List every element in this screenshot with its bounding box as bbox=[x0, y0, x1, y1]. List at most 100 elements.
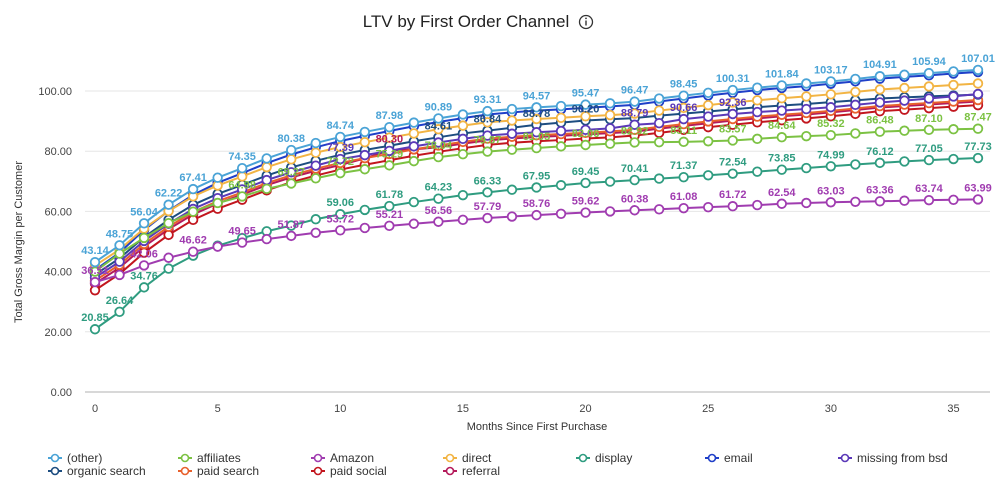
data-label: 96.47 bbox=[621, 85, 649, 97]
x-tick-label: 35 bbox=[947, 403, 959, 415]
data-point bbox=[384, 121, 395, 133]
data-point bbox=[286, 144, 297, 156]
data-point bbox=[874, 157, 886, 169]
legend-circle-marker bbox=[445, 466, 455, 476]
data-label: 92.36 bbox=[719, 97, 747, 109]
data-point bbox=[653, 136, 665, 148]
data-point bbox=[850, 73, 861, 85]
data-point bbox=[138, 232, 150, 244]
data-label: 20.85 bbox=[81, 312, 109, 324]
series--other- bbox=[89, 64, 984, 268]
legend-circle-marker bbox=[50, 453, 60, 463]
data-label: 71.37 bbox=[670, 160, 698, 172]
data-label: 93.31 bbox=[474, 94, 502, 106]
data-label: 77.39 bbox=[327, 142, 355, 154]
data-point bbox=[555, 180, 567, 191]
data-point bbox=[972, 78, 984, 89]
data-point bbox=[114, 269, 125, 281]
data-label: 58.76 bbox=[523, 198, 551, 210]
legend-item[interactable]: direct bbox=[443, 451, 492, 465]
data-point bbox=[580, 99, 591, 110]
data-label: 80.38 bbox=[277, 133, 305, 145]
data-point bbox=[678, 102, 689, 114]
data-point bbox=[948, 153, 959, 165]
data-label: 61.08 bbox=[670, 191, 698, 203]
chart-title: LTV by First Order Channel bbox=[363, 12, 570, 31]
data-point bbox=[531, 127, 542, 138]
legend-item[interactable]: paid social bbox=[311, 464, 387, 478]
data-label: 76.12 bbox=[866, 146, 894, 158]
legend-item[interactable]: display bbox=[576, 451, 632, 465]
data-label: 53.72 bbox=[327, 213, 355, 225]
data-label: 66.33 bbox=[474, 175, 502, 187]
data-point bbox=[384, 132, 395, 143]
data-point bbox=[261, 174, 272, 186]
info-icon[interactable] bbox=[578, 14, 594, 30]
data-point bbox=[776, 93, 787, 104]
data-point bbox=[899, 156, 910, 167]
data-point bbox=[335, 209, 346, 220]
legend-item[interactable]: missing from bsd bbox=[838, 451, 948, 465]
data-label: 79.87 bbox=[474, 135, 502, 147]
series-missing-from-bsd bbox=[89, 88, 984, 283]
data-point bbox=[408, 117, 420, 128]
data-point bbox=[457, 133, 469, 145]
legend-item[interactable]: organic search bbox=[48, 464, 146, 478]
data-label: 74.35 bbox=[228, 151, 256, 163]
data-point bbox=[433, 124, 444, 135]
legend-item[interactable]: referral bbox=[443, 464, 500, 478]
data-point bbox=[923, 124, 935, 136]
x-axis-ticks: 0 5 10 15 20 25 30 35 bbox=[92, 403, 960, 415]
data-point bbox=[482, 212, 493, 224]
data-point bbox=[408, 128, 420, 139]
data-point bbox=[702, 170, 714, 181]
legend-item[interactable]: paid search bbox=[178, 464, 259, 478]
data-point bbox=[506, 184, 518, 195]
data-point bbox=[506, 211, 518, 222]
data-label: 90.89 bbox=[425, 101, 453, 113]
data-point bbox=[702, 201, 714, 213]
legend-circle-marker bbox=[313, 453, 323, 463]
data-point bbox=[752, 199, 763, 211]
data-point bbox=[433, 216, 444, 227]
data-point bbox=[678, 171, 689, 183]
data-point bbox=[580, 177, 591, 189]
data-point bbox=[433, 113, 444, 124]
data-point bbox=[384, 145, 395, 157]
data-point bbox=[457, 149, 469, 160]
data-point bbox=[138, 218, 150, 229]
data-point bbox=[948, 91, 959, 102]
data-label: 101.84 bbox=[765, 68, 800, 80]
data-point bbox=[138, 260, 150, 271]
series-amazon bbox=[89, 194, 984, 288]
x-axis-label: Months Since First Purchase bbox=[467, 421, 608, 433]
legend-item[interactable]: (other) bbox=[48, 451, 102, 465]
data-point bbox=[335, 225, 346, 236]
data-label: 105.94 bbox=[912, 56, 947, 68]
data-point bbox=[310, 227, 321, 238]
data-point bbox=[874, 196, 886, 207]
data-label: 75.29 bbox=[376, 148, 404, 160]
y-tick-label: 60.00 bbox=[44, 206, 72, 218]
legend-item[interactable]: affiliates bbox=[178, 451, 241, 465]
y-tick-label: 40.00 bbox=[44, 267, 72, 279]
y-tick-label: 0.00 bbox=[51, 387, 72, 399]
data-point bbox=[482, 117, 493, 128]
legend-label: paid search bbox=[197, 464, 259, 478]
data-label: 34.76 bbox=[130, 270, 158, 282]
data-point bbox=[286, 220, 297, 231]
data-label: 82.06 bbox=[572, 128, 600, 140]
data-label: 62.54 bbox=[768, 187, 796, 199]
data-point bbox=[408, 218, 420, 229]
data-label: 87.47 bbox=[964, 112, 992, 124]
legend-item[interactable]: Amazon bbox=[311, 451, 374, 465]
data-point bbox=[310, 173, 321, 184]
legend-item[interactable]: email bbox=[705, 451, 753, 465]
data-label: 90.66 bbox=[670, 102, 698, 114]
data-point bbox=[335, 141, 346, 153]
data-point bbox=[972, 123, 984, 134]
data-point bbox=[580, 124, 591, 136]
data-label: 84.74 bbox=[327, 120, 355, 132]
data-point bbox=[482, 130, 493, 141]
data-point bbox=[114, 240, 125, 251]
